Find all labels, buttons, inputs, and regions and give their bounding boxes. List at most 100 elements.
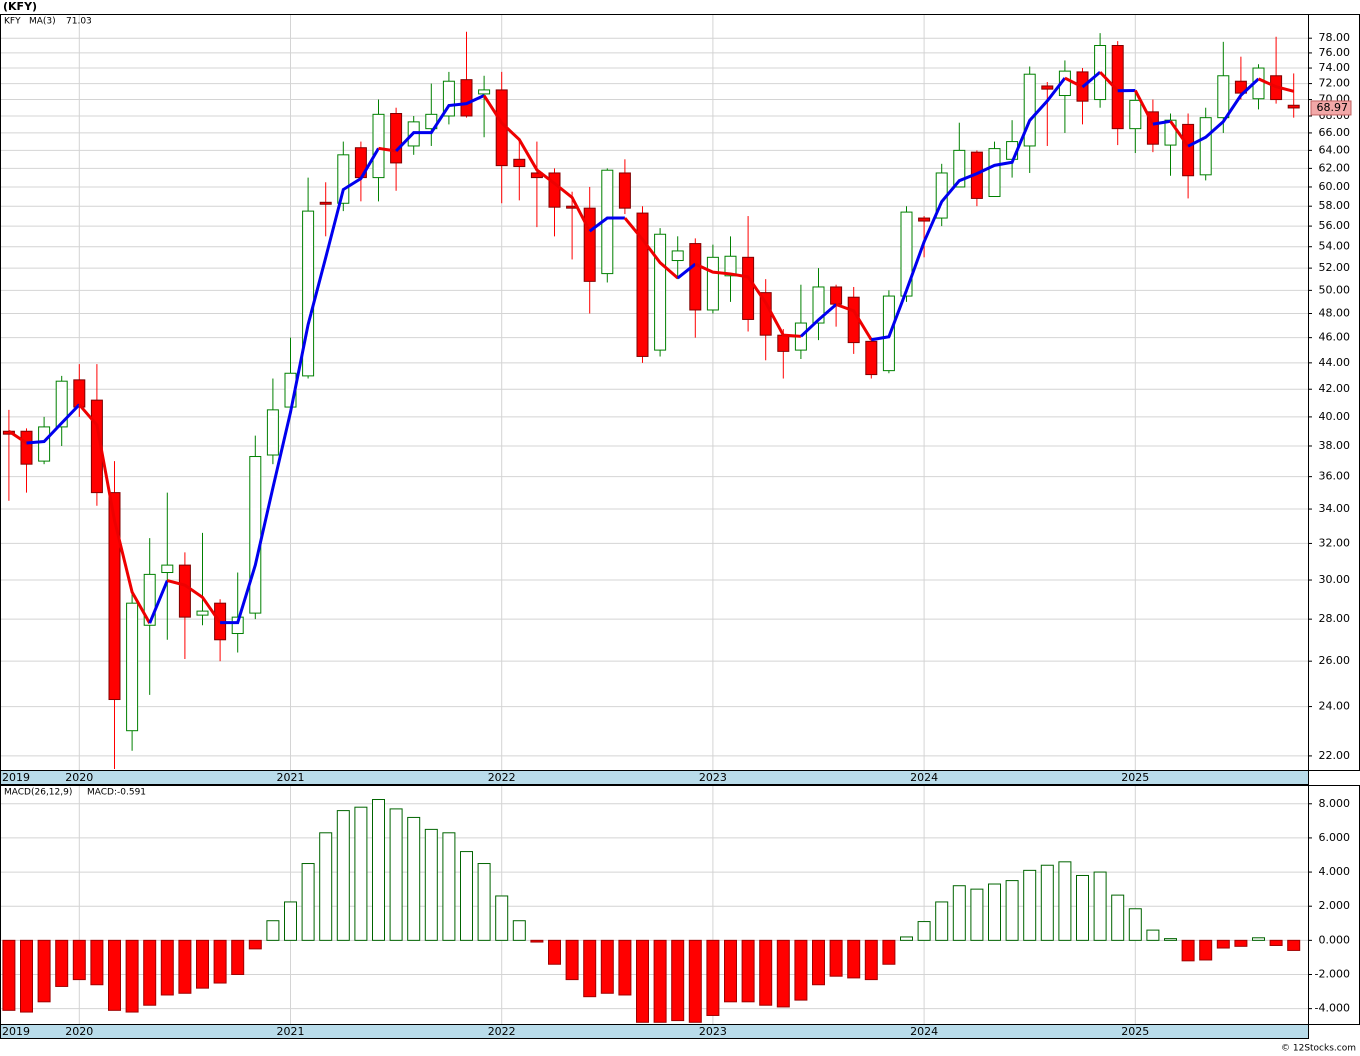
macd-bar — [1252, 937, 1265, 941]
macd-bar — [565, 939, 579, 981]
macd-bar — [1058, 861, 1072, 941]
macd-bar — [319, 832, 333, 941]
candle-body — [988, 148, 1001, 198]
macd-bar — [671, 939, 685, 1022]
macd-bar — [512, 920, 526, 941]
macd-bar — [952, 885, 966, 941]
y-tick-label: 42.00 — [1319, 382, 1351, 395]
y-tick-label: 28.00 — [1319, 612, 1351, 625]
ma-line — [694, 262, 802, 338]
ma-line — [1152, 119, 1171, 126]
macd-bar — [407, 816, 421, 941]
macd-bar — [143, 939, 157, 1006]
axis-area — [1308, 785, 1360, 1025]
y-tick-label: 2.000 — [1319, 899, 1351, 912]
y-tick-label: 36.00 — [1319, 470, 1351, 483]
ma-line — [588, 216, 625, 233]
y-tick-label: 0.000 — [1319, 933, 1351, 946]
candle-body — [618, 172, 631, 209]
y-tick-label: 72.00 — [1319, 77, 1351, 90]
candle-body — [143, 573, 156, 626]
candle-body — [724, 255, 737, 277]
candle-body — [636, 212, 649, 357]
ma-line — [26, 403, 81, 445]
macd-bar — [1199, 939, 1213, 961]
candle-body — [865, 340, 878, 376]
x-tick-label: 2025 — [1121, 1025, 1149, 1038]
ma-line — [623, 217, 679, 280]
candle-body — [654, 233, 667, 351]
ma-line — [1133, 89, 1155, 125]
y-tick-label: 24.00 — [1319, 700, 1351, 713]
y-tick-label: 38.00 — [1319, 439, 1351, 452]
macd-bar — [248, 939, 262, 950]
candle-body — [689, 243, 702, 311]
candle-body — [777, 334, 790, 352]
candle-body — [337, 154, 350, 204]
macd-bar — [776, 939, 790, 1008]
macd-bar — [90, 939, 104, 986]
macd-bar — [178, 939, 192, 994]
y-tick-label: 46.00 — [1319, 331, 1351, 344]
x-tick-label: 2022 — [488, 1025, 516, 1038]
macd-bar — [583, 939, 597, 998]
year-band — [0, 770, 1309, 785]
y-tick-label: -4.000 — [1315, 1002, 1350, 1015]
ma-line — [220, 147, 380, 625]
candle-body — [20, 430, 33, 465]
candle-body — [1129, 99, 1142, 130]
candle-body — [742, 256, 755, 320]
plot-area — [0, 14, 1309, 771]
year-band — [0, 1024, 1309, 1039]
y-tick-label: 8.000 — [1319, 797, 1351, 810]
ma-line — [1099, 71, 1119, 92]
y-tick-label: 4.000 — [1319, 865, 1351, 878]
x-tick-label: 2021 — [277, 1025, 305, 1038]
candle-body — [1146, 111, 1159, 145]
chart-subtitle: MACD:-0.591 — [87, 788, 146, 798]
candle-body — [161, 564, 174, 574]
candle-body — [372, 113, 385, 179]
ma-line — [1187, 77, 1260, 148]
candle-body — [1023, 73, 1036, 147]
macd-bar — [160, 939, 174, 996]
macd-bar — [336, 810, 350, 941]
candle-body — [1287, 104, 1300, 109]
macd-bar — [917, 921, 931, 941]
y-tick-label: 64.00 — [1319, 143, 1351, 156]
candle-body — [1217, 75, 1230, 119]
macd-bar — [724, 939, 737, 1003]
x-tick-label: 2023 — [699, 771, 727, 784]
y-tick-label: 48.00 — [1319, 307, 1351, 320]
macd-bar — [847, 939, 861, 979]
macd-bar — [688, 939, 702, 1023]
macd-bar — [1093, 871, 1107, 941]
ma-line — [395, 94, 485, 153]
macd-bar — [1023, 869, 1037, 941]
macd-bar — [653, 939, 667, 1023]
last-price-label: 68.97 — [1317, 101, 1349, 114]
macd-bar — [636, 939, 649, 1023]
ma-line — [378, 146, 397, 153]
y-tick-label: 6.000 — [1319, 831, 1351, 844]
ma-line — [166, 579, 222, 624]
ma-line — [1169, 120, 1190, 148]
macd-bar — [759, 939, 773, 1006]
y-tick-label: 76.00 — [1319, 46, 1351, 59]
legend-label: MA(3) — [29, 17, 56, 27]
macd-bar — [1005, 880, 1019, 941]
x-tick-label: 2025 — [1121, 771, 1149, 784]
macd-bar — [284, 901, 297, 941]
macd-bar — [231, 939, 245, 975]
macd-bar — [1076, 874, 1089, 941]
y-tick-label: 62.00 — [1319, 161, 1351, 174]
ma-line — [8, 430, 28, 445]
candle-body — [126, 602, 139, 732]
candle-body — [1199, 117, 1212, 176]
macd-bar — [1234, 939, 1248, 947]
macd-bar — [812, 939, 825, 986]
macd-bar — [1181, 939, 1195, 962]
macd-bar — [72, 939, 86, 981]
ma-line — [835, 303, 873, 341]
y-tick-label: 74.00 — [1319, 61, 1351, 74]
